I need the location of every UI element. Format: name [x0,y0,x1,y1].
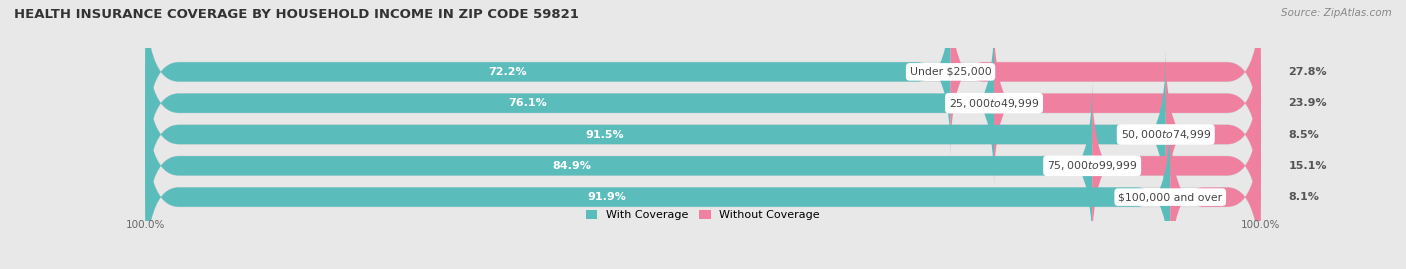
Text: 76.1%: 76.1% [508,98,547,108]
FancyBboxPatch shape [145,50,1261,219]
Text: HEALTH INSURANCE COVERAGE BY HOUSEHOLD INCOME IN ZIP CODE 59821: HEALTH INSURANCE COVERAGE BY HOUSEHOLD I… [14,8,579,21]
FancyBboxPatch shape [145,0,1261,156]
FancyBboxPatch shape [1166,50,1261,219]
Text: $50,000 to $74,999: $50,000 to $74,999 [1121,128,1211,141]
Text: Source: ZipAtlas.com: Source: ZipAtlas.com [1281,8,1392,18]
Text: $25,000 to $49,999: $25,000 to $49,999 [949,97,1039,110]
Legend: With Coverage, Without Coverage: With Coverage, Without Coverage [582,207,824,224]
Text: 8.1%: 8.1% [1288,192,1319,202]
Text: $100,000 and over: $100,000 and over [1118,192,1222,202]
Text: 27.8%: 27.8% [1288,67,1327,77]
Text: 84.9%: 84.9% [553,161,591,171]
FancyBboxPatch shape [145,50,1166,219]
Text: $75,000 to $99,999: $75,000 to $99,999 [1047,159,1137,172]
FancyBboxPatch shape [145,113,1261,269]
Text: 91.9%: 91.9% [588,192,626,202]
Text: 8.5%: 8.5% [1288,129,1319,140]
FancyBboxPatch shape [1092,82,1261,250]
FancyBboxPatch shape [145,113,1170,269]
FancyBboxPatch shape [145,0,950,156]
FancyBboxPatch shape [1170,113,1261,269]
FancyBboxPatch shape [145,82,1261,250]
FancyBboxPatch shape [145,19,1261,187]
FancyBboxPatch shape [145,82,1092,250]
Text: Under $25,000: Under $25,000 [910,67,991,77]
FancyBboxPatch shape [145,19,994,187]
Text: 100.0%: 100.0% [125,220,165,230]
FancyBboxPatch shape [950,0,1261,156]
Text: 100.0%: 100.0% [1241,220,1281,230]
Text: 15.1%: 15.1% [1288,161,1327,171]
Text: 91.5%: 91.5% [585,129,624,140]
Text: 72.2%: 72.2% [488,67,527,77]
Text: 23.9%: 23.9% [1288,98,1327,108]
FancyBboxPatch shape [994,19,1261,187]
